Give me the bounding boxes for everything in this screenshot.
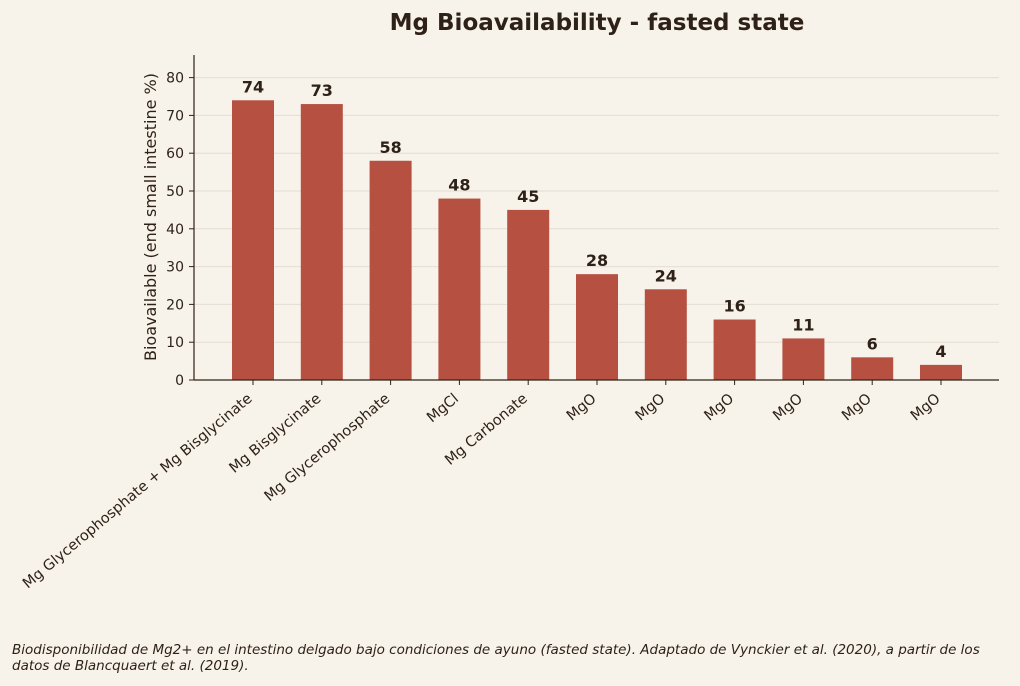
bar: [782, 338, 825, 380]
bar: [576, 274, 618, 380]
bar-value-label: 73: [311, 81, 333, 100]
x-tick-label: MgO: [633, 391, 669, 425]
bar-value-label: 58: [379, 138, 401, 157]
y-tick-label: 10: [166, 335, 184, 351]
bar-value-label: 24: [655, 266, 677, 285]
bar-value-label: 74: [242, 77, 264, 96]
x-tick-label: MgO: [770, 391, 806, 425]
bar: [507, 209, 550, 380]
bar-value-label: 6: [867, 334, 878, 353]
y-tick-label: 0: [175, 373, 184, 389]
bars-group: 74 73 58 48 45 28 24 16 11 6 4: [232, 77, 962, 380]
bar-value-label: 4: [935, 342, 946, 361]
bar: [369, 160, 412, 380]
y-tick-label: 50: [166, 184, 184, 200]
bar-value-label: 11: [792, 315, 814, 334]
y-tick-label: 60: [166, 146, 184, 162]
x-tick-label: MgO: [564, 391, 600, 425]
bar-chart: Mg Bioavailability - fasted state Bioava…: [20, 10, 999, 592]
bar: [438, 198, 481, 380]
x-tick-label: MgO: [839, 391, 875, 425]
chart-title: Mg Bioavailability - fasted state: [390, 10, 805, 36]
bar: [644, 289, 687, 380]
y-axis-label: Bioavailable (end small intestine %): [141, 73, 160, 361]
bar: [920, 364, 962, 380]
bar: [232, 100, 274, 380]
x-tick-label: Mg Glycerophosphate + Mg Bisglycinate: [20, 391, 256, 592]
bar-value-label: 28: [586, 251, 608, 270]
y-tick-label: 80: [166, 71, 184, 87]
bar: [851, 357, 894, 380]
y-tick-label: 40: [166, 222, 184, 238]
bar-value-label: 16: [723, 297, 745, 316]
x-tick-label: MgCl: [424, 391, 462, 426]
x-tick-label: MgO: [908, 391, 944, 425]
bar-value-label: 48: [448, 176, 470, 195]
bar-value-label: 45: [517, 187, 539, 206]
bar: [713, 319, 756, 380]
x-tick-label: MgO: [701, 391, 737, 425]
figure-caption: Biodisponibilidad de Mg2+ en el intestin…: [12, 642, 980, 674]
y-tick-label: 20: [166, 297, 184, 313]
bar: [300, 104, 343, 380]
x-tick-label: Mg Glycerophosphate: [262, 391, 394, 505]
y-tick-label: 30: [166, 260, 184, 276]
y-tick-label: 70: [166, 108, 184, 124]
